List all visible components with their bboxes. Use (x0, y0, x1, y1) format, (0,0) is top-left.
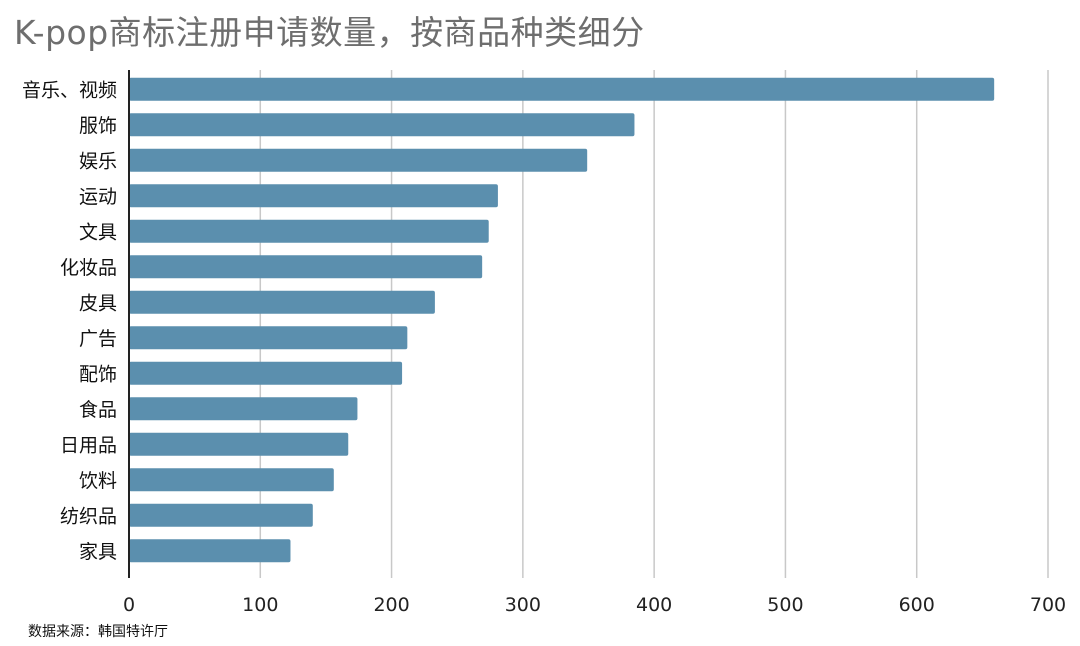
bar (129, 219, 489, 243)
bars (129, 77, 995, 563)
category-label: 娱乐 (79, 150, 117, 172)
bar (129, 255, 483, 279)
bar (129, 113, 635, 137)
category-label: 纺织品 (60, 505, 117, 527)
source-note: 数据来源：韩国特许厅 (28, 624, 168, 640)
x-tick-label: 200 (373, 594, 409, 616)
bar (129, 397, 358, 421)
bar (129, 503, 313, 527)
chart-title: K-pop商标注册申请数量，按商品种类细分 (14, 13, 645, 52)
bar (129, 432, 349, 456)
bar (129, 326, 408, 350)
category-label: 饮料 (79, 470, 117, 492)
bar (129, 148, 588, 172)
category-label: 配饰 (79, 363, 117, 385)
bar (129, 290, 435, 314)
category-label: 家具 (79, 541, 117, 563)
bar (129, 468, 334, 492)
category-label: 服饰 (79, 115, 117, 137)
bar (129, 361, 403, 385)
category-label: 食品 (79, 399, 117, 421)
bar (129, 77, 995, 101)
bar (129, 539, 291, 563)
x-tick-label: 300 (505, 594, 541, 616)
x-tick-label: 400 (636, 594, 672, 616)
category-label: 文具 (79, 221, 117, 243)
category-label: 运动 (79, 186, 117, 208)
category-label: 广告 (79, 328, 117, 350)
x-tick-label: 0 (123, 594, 135, 616)
labels: 0 100 200 300 400 500 600 700 音乐、视频服饰娱乐运动文具化妆品皮具… (22, 79, 1066, 616)
x-tick-label: 100 (242, 594, 278, 616)
gridlines (259, 70, 1049, 578)
x-tick-label: 600 (899, 594, 935, 616)
x-tick-label: 500 (767, 594, 803, 616)
x-tick-label: 700 (1030, 594, 1066, 616)
category-label: 音乐、视频 (22, 79, 117, 101)
category-label: 化妆品 (60, 257, 117, 279)
category-label: 皮具 (79, 292, 117, 314)
category-label: 日用品 (60, 434, 117, 456)
bar (129, 184, 498, 208)
